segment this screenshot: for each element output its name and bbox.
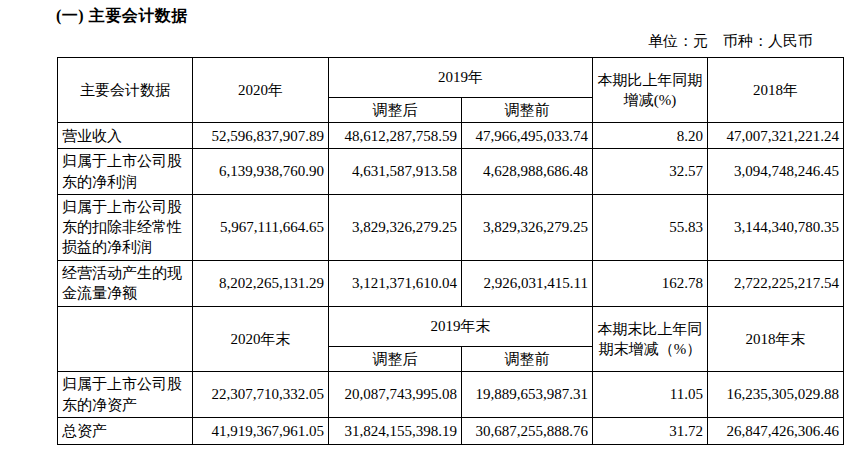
- cell-change-pct: 8.20: [593, 123, 708, 149]
- table-row-operating-cash-flow: 经营活动产生的现金流量净额 8,202,265,131.29 3,121,371…: [58, 260, 844, 306]
- table-row-total-assets: 总资产 41,919,367,961.05 31,824,155,398.19 …: [58, 418, 844, 445]
- row-label: 归属于上市公司股东的净资产: [58, 372, 193, 418]
- cell-change-pct: 11.05: [593, 372, 708, 418]
- cell-2019-adjusted-after: 4,631,587,913.58: [329, 149, 462, 195]
- cell-2019-adjusted-after: 3,829,326,279.25: [329, 194, 462, 260]
- row-label: 营业收入: [58, 123, 193, 149]
- header-adjusted-before: 调整前: [462, 98, 593, 123]
- cell-2019-end-adjusted-before: 30,687,255,888.76: [462, 418, 593, 445]
- cell-2019-adjusted-after: 48,612,287,758.59: [329, 123, 462, 149]
- cell-2020-end: 22,307,710,332.05: [193, 372, 329, 418]
- header-2018: 2018年: [708, 58, 844, 123]
- cell-2020: 6,139,938,760.90: [193, 149, 329, 195]
- header-2019-end: 2019年末: [329, 306, 593, 346]
- header-adjusted-after: 调整后: [329, 346, 462, 371]
- cell-2019-adjusted-after: 3,121,371,610.04: [329, 260, 462, 306]
- header-end-change-pct: 本期末比上年同期末增减（%）: [593, 306, 708, 371]
- cell-2018: 3,144,340,780.35: [708, 194, 844, 260]
- cell-2020: 5,967,111,664.65: [193, 194, 329, 260]
- year-end-header-row-top: 2020年末 2019年末 本期末比上年同期末增减（%） 2018年末: [58, 306, 844, 346]
- cell-2019-end-adjusted-before: 19,889,653,987.31: [462, 372, 593, 418]
- header-2020: 2020年: [193, 58, 329, 123]
- header-change-pct: 本期比上年同期增减(%): [593, 58, 708, 123]
- cell-2019-end-adjusted-after: 20,087,743,995.08: [329, 372, 462, 418]
- cell-2020: 8,202,265,131.29: [193, 260, 329, 306]
- cell-2020: 52,596,837,907.89: [193, 123, 329, 149]
- unit-currency-note: 单位：元 币种：人民币: [57, 32, 843, 51]
- cell-2018: 3,094,748,246.45: [708, 149, 844, 195]
- table-row-revenue: 营业收入 52,596,837,907.89 48,612,287,758.59…: [58, 123, 844, 149]
- row-label: 总资产: [58, 418, 193, 445]
- cell-2019-adjusted-before: 47,966,495,033.74: [462, 123, 593, 149]
- header-2020-end: 2020年末: [193, 306, 329, 371]
- header-adjusted-before: 调整前: [462, 346, 593, 371]
- cell-2019-adjusted-before: 2,926,031,415.11: [462, 260, 593, 306]
- section-title: (一) 主要会计数据: [56, 6, 188, 27]
- cell-change-pct: 55.83: [593, 194, 708, 260]
- cell-2019-end-adjusted-after: 31,824,155,398.19: [329, 418, 462, 445]
- header-2018-end: 2018年末: [708, 306, 844, 371]
- cell-2019-adjusted-before: 3,829,326,279.25: [462, 194, 593, 260]
- header-empty: [58, 306, 193, 371]
- cell-2019-adjusted-before: 4,628,988,686.48: [462, 149, 593, 195]
- row-label: 归属于上市公司股东的净利润: [58, 149, 193, 195]
- accounting-data-table: 主要会计数据 2020年 2019年 本期比上年同期增减(%) 2018年 调整…: [57, 57, 844, 445]
- table-row-net-profit-excl-nonrecurring: 归属于上市公司股东的扣除非经常性损益的净利润 5,967,111,664.65 …: [58, 194, 844, 260]
- cell-change-pct: 31.72: [593, 418, 708, 445]
- report-page: (一) 主要会计数据 单位：元 币种：人民币 主要会计数据 2020年 2019…: [0, 0, 859, 467]
- annual-header-row-top: 主要会计数据 2020年 2019年 本期比上年同期增减(%) 2018年: [58, 58, 844, 98]
- table-row-net-profit: 归属于上市公司股东的净利润 6,139,938,760.90 4,631,587…: [58, 149, 844, 195]
- cell-2018: 47,007,321,221.24: [708, 123, 844, 149]
- cell-2020-end: 41,919,367,961.05: [193, 418, 329, 445]
- row-label: 经营活动产生的现金流量净额: [58, 260, 193, 306]
- cell-2018-end: 16,235,305,029.88: [708, 372, 844, 418]
- cell-2018: 2,722,225,217.54: [708, 260, 844, 306]
- row-label: 归属于上市公司股东的扣除非经常性损益的净利润: [58, 194, 193, 260]
- cell-change-pct: 32.57: [593, 149, 708, 195]
- cell-2018-end: 26,847,426,306.46: [708, 418, 844, 445]
- table-row-net-assets: 归属于上市公司股东的净资产 22,307,710,332.05 20,087,7…: [58, 372, 844, 418]
- cell-change-pct: 162.78: [593, 260, 708, 306]
- header-adjusted-after: 调整后: [329, 98, 462, 123]
- header-main-label: 主要会计数据: [58, 58, 193, 123]
- header-2019: 2019年: [329, 58, 593, 98]
